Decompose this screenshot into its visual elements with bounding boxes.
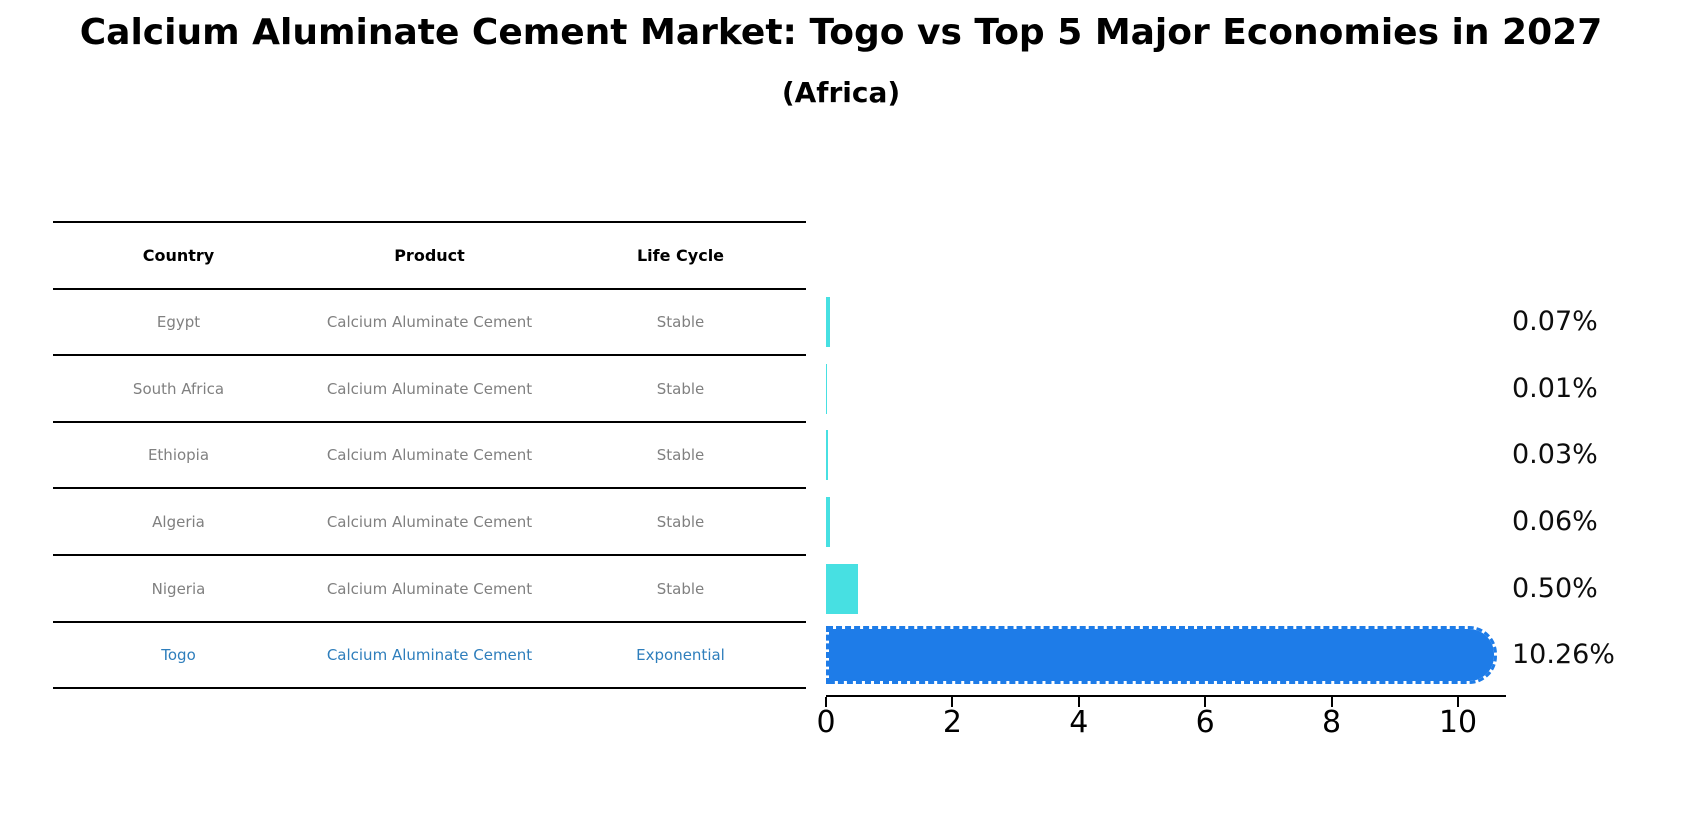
table-row-line (53, 421, 806, 423)
bar-togo (826, 626, 1498, 684)
x-tick (951, 697, 954, 707)
x-tick-label: 2 (942, 705, 962, 740)
bar-south-africa (826, 363, 827, 414)
value-label-egypt: 0.07% (1512, 306, 1598, 337)
chart-subtitle: (Africa) (781, 76, 901, 109)
x-tick-label: 6 (1195, 705, 1215, 740)
x-tick-label: 10 (1438, 705, 1478, 740)
table-row-line (53, 354, 806, 356)
value-label-togo: 10.26% (1512, 639, 1615, 670)
table-cell-egypt-life-cycle: Stable (656, 313, 705, 331)
table-cell-south-africa-product: Calcium Aluminate Cement (326, 379, 533, 398)
x-tick-label: 4 (1069, 705, 1089, 740)
table-header-product: Product (394, 246, 465, 265)
bar-algeria (826, 496, 830, 547)
table-cell-nigeria-life-cycle: Stable (656, 579, 705, 598)
value-label-algeria: 0.06% (1512, 505, 1598, 537)
table-cell-nigeria-country: Nigeria (151, 579, 206, 598)
table-row-line (53, 221, 806, 223)
table-row-line (53, 687, 806, 689)
bar-ethiopia (826, 430, 828, 480)
bar-nigeria (826, 563, 858, 614)
table-header-life-cycle: Life Cycle (636, 246, 725, 265)
table-cell-egypt-country: Egypt (156, 313, 201, 331)
table-cell-algeria-product: Calcium Aluminate Cement (326, 512, 533, 531)
table-cell-egypt-product: Calcium Aluminate Cement (326, 313, 533, 331)
table-row-line (53, 554, 806, 556)
table-cell-south-africa-life-cycle: Stable (656, 379, 705, 398)
x-tick-label: 0 (816, 705, 836, 740)
x-tick (1330, 697, 1333, 707)
value-label-ethiopia: 0.03% (1512, 439, 1598, 470)
value-label-south-africa: 0.01% (1512, 372, 1598, 404)
value-label-nigeria: 0.50% (1512, 572, 1598, 604)
table-cell-algeria-life-cycle: Stable (656, 512, 705, 531)
x-tick (1204, 697, 1207, 707)
x-tick (1077, 697, 1080, 707)
table-cell-ethiopia-product: Calcium Aluminate Cement (326, 446, 533, 464)
bar-egypt (826, 297, 831, 347)
table-row-line (53, 288, 806, 290)
x-tick-label: 8 (1322, 705, 1342, 740)
x-tick (825, 697, 827, 707)
table-cell-ethiopia-life-cycle: Stable (656, 446, 705, 464)
x-tick (1457, 697, 1459, 707)
table-cell-algeria-country: Algeria (152, 512, 205, 531)
table-cell-south-africa-country: South Africa (132, 379, 225, 398)
table-row-line (53, 487, 806, 489)
table-cell-togo-country: Togo (161, 646, 196, 664)
table-row-line (53, 621, 806, 623)
table-cell-ethiopia-country: Ethiopia (147, 446, 210, 464)
table-header-country: Country (142, 246, 215, 265)
table-cell-togo-product: Calcium Aluminate Cement (326, 646, 533, 664)
table-cell-nigeria-product: Calcium Aluminate Cement (326, 579, 533, 598)
table-cell-togo-life-cycle: Exponential (636, 646, 725, 664)
chart-title: Calcium Aluminate Cement Market: Togo vs… (79, 12, 1603, 53)
x-axis-line (826, 695, 1506, 697)
